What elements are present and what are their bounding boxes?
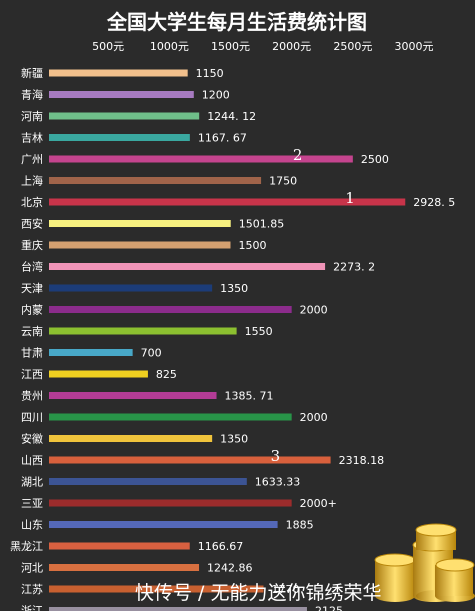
bar (49, 478, 247, 485)
rank-annotation: 1 (345, 189, 355, 207)
rank-annotation: 3 (271, 447, 281, 465)
bar (49, 284, 213, 292)
category-label: 四川 (21, 411, 43, 424)
value-label: 2928. 5 (413, 196, 455, 209)
category-label: 安徽 (21, 432, 43, 446)
x-tick-label: 2500元 (333, 40, 372, 53)
category-label: 天津 (21, 282, 43, 295)
bar (49, 349, 133, 356)
x-tick-label: 1500元 (211, 40, 250, 53)
x-tick-label: 1000元 (150, 40, 189, 53)
category-label: 湖北 (21, 476, 43, 489)
x-tick-label: 500元 (92, 40, 124, 53)
bar (49, 327, 237, 335)
value-label: 1501.85 (239, 218, 285, 231)
category-label: 山西 (21, 454, 43, 467)
category-label: 贵州 (21, 390, 43, 403)
value-label: 1885 (286, 519, 314, 532)
value-label: 2000 (300, 304, 328, 317)
bar (49, 456, 331, 464)
value-label: 1200 (202, 89, 230, 102)
category-label: 北京 (21, 195, 43, 209)
value-label: 1770 (272, 583, 300, 596)
category-label: 江西 (21, 368, 43, 381)
bar (49, 263, 326, 270)
value-label: 1242.86 (207, 562, 253, 575)
category-label: 河北 (21, 562, 43, 575)
bar (49, 69, 188, 77)
bar (49, 177, 262, 184)
value-label: 1385. 71 (225, 390, 274, 403)
category-label: 新疆 (21, 66, 43, 80)
category-label: 青海 (21, 88, 43, 102)
value-label: 1167. 67 (198, 132, 247, 145)
category-label: 甘肃 (21, 347, 43, 360)
bar (49, 370, 148, 378)
x-tick-label: 2000元 (272, 40, 311, 53)
bar (49, 392, 217, 399)
bar (49, 542, 190, 550)
bar (49, 91, 194, 98)
bar (49, 521, 278, 528)
value-label: 1500 (239, 239, 267, 252)
gold-coins-icon (374, 523, 475, 602)
category-label: 西安 (21, 217, 43, 231)
bar (49, 585, 264, 593)
bar (49, 241, 231, 249)
chart-title: 全国大学生每月生活费统计图 (106, 10, 367, 34)
bar (49, 607, 307, 611)
bar (49, 220, 231, 227)
value-label: 2000+ (300, 497, 337, 510)
bar (49, 499, 292, 507)
value-label: 1166.67 (198, 540, 244, 553)
value-label: 1750 (269, 175, 297, 188)
value-label: 1633.33 (255, 476, 301, 489)
value-label: 1350 (220, 433, 248, 446)
category-label: 浙江 (21, 605, 43, 611)
bar (49, 413, 292, 421)
category-label: 内蒙 (21, 303, 43, 317)
category-label: 黑龙江 (10, 540, 43, 553)
bar (49, 134, 190, 141)
bar (49, 435, 213, 442)
value-label: 1244. 12 (207, 110, 256, 123)
category-label: 河南 (21, 110, 43, 123)
value-label: 700 (141, 347, 162, 360)
category-label: 江苏 (21, 583, 43, 596)
category-label: 三亚 (21, 497, 43, 510)
category-label: 广州 (21, 153, 43, 166)
value-label: 1150 (196, 67, 224, 80)
bar (49, 306, 292, 313)
value-label: 1350 (220, 282, 248, 295)
value-label: 825 (156, 368, 177, 381)
value-label: 2500 (361, 153, 389, 166)
category-label: 重庆 (21, 238, 43, 252)
value-label: 2125 (315, 605, 343, 611)
x-tick-label: 3000元 (395, 40, 434, 53)
category-label: 云南 (21, 325, 43, 338)
rank-annotation: 2 (293, 146, 303, 164)
value-label: 2318.18 (339, 454, 385, 467)
category-label: 上海 (21, 174, 43, 188)
value-label: 1550 (245, 325, 273, 338)
bar (49, 112, 200, 120)
value-label: 2273. 2 (333, 261, 375, 274)
watermark: 快传号 / 无能力送你锦绣荣华 (135, 582, 381, 604)
bar (49, 155, 353, 163)
category-label: 山东 (21, 519, 43, 532)
bar (49, 564, 200, 571)
category-label: 吉林 (21, 131, 43, 145)
category-label: 台湾 (21, 260, 43, 274)
value-label: 2000 (300, 411, 328, 424)
bar (49, 198, 406, 206)
